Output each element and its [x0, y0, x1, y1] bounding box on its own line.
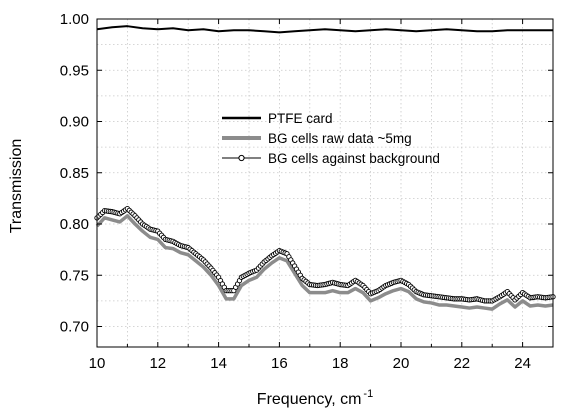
y-tick-label: 0.95 — [60, 62, 89, 79]
plot-frame — [96, 18, 554, 348]
x-tick-label: 20 — [393, 355, 410, 372]
y-tick-label: 0.85 — [60, 165, 89, 182]
y-tick-label: 0.80 — [60, 216, 89, 233]
legend: PTFE card BG cells raw data ~5mg BG cell… — [222, 111, 440, 166]
x-tick-label: 10 — [89, 355, 106, 372]
x-axis-label: Frequency, cm -1 — [257, 388, 373, 408]
y-tick-label: 0.70 — [60, 319, 89, 336]
series-layer — [94, 25, 556, 311]
x-tick-label: 24 — [514, 355, 531, 372]
y-tick-label: 0.90 — [60, 114, 89, 131]
legend-label-bg-cells-bg: BG cells against background — [268, 151, 440, 166]
grid-lines — [97, 19, 553, 347]
x-axis-label-superscript: -1 — [363, 388, 373, 400]
series-ptfe-card — [96, 25, 553, 34]
x-tick-label: 16 — [271, 355, 288, 372]
series-line — [96, 25, 553, 34]
axis-ticks: 10 12 14 16 18 20 22 24 0.70 0.75 0.80 0.85 0.90 0.95… — [60, 11, 553, 372]
legend-marker-bg-cells-bg — [238, 154, 245, 162]
legend-label-bg-cells-raw: BG cells raw data ~5mg — [268, 131, 412, 146]
series-bg-cells-against-background — [94, 205, 556, 304]
x-tick-label: 12 — [149, 355, 166, 372]
y-tick-label: 1.00 — [60, 11, 89, 28]
legend-label-ptfe-card: PTFE card — [268, 111, 333, 126]
series-line — [95, 214, 554, 311]
x-tick-label: 22 — [453, 355, 470, 372]
series-bg-cells-raw-data-5mg — [95, 214, 554, 311]
y-tick-label: 0.75 — [60, 267, 89, 284]
x-tick-label: 14 — [210, 355, 227, 372]
x-axis-label-main: Frequency, cm — [257, 391, 362, 408]
y-axis-label: Transmission — [8, 139, 25, 234]
x-tick-label: 18 — [332, 355, 349, 372]
